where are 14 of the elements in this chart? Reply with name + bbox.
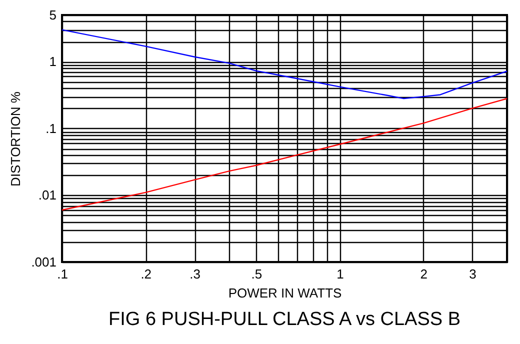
y-tick-label: .01 bbox=[38, 188, 56, 203]
x-tick-label: 2 bbox=[420, 266, 428, 282]
x-tick-label: 3 bbox=[469, 266, 476, 282]
y-axis-title: DISTORTION % bbox=[8, 91, 24, 186]
text: FIG 6 PUSH-PULL CLASS A vs CLASS B bbox=[108, 309, 460, 330]
y-tick-label: 1 bbox=[49, 54, 56, 70]
x-axis-title: POWER IN WATTS bbox=[228, 286, 342, 300]
x-tick-label: .2 bbox=[140, 266, 152, 282]
x-tick-label: 1 bbox=[336, 266, 344, 282]
y-tick-label: .001 bbox=[31, 254, 56, 270]
y-tick-label: 5 bbox=[49, 8, 56, 22]
x-tick-label: .3 bbox=[190, 266, 200, 282]
y-tick-label: .1 bbox=[46, 120, 56, 136]
x-tick-label: .5 bbox=[251, 266, 262, 282]
